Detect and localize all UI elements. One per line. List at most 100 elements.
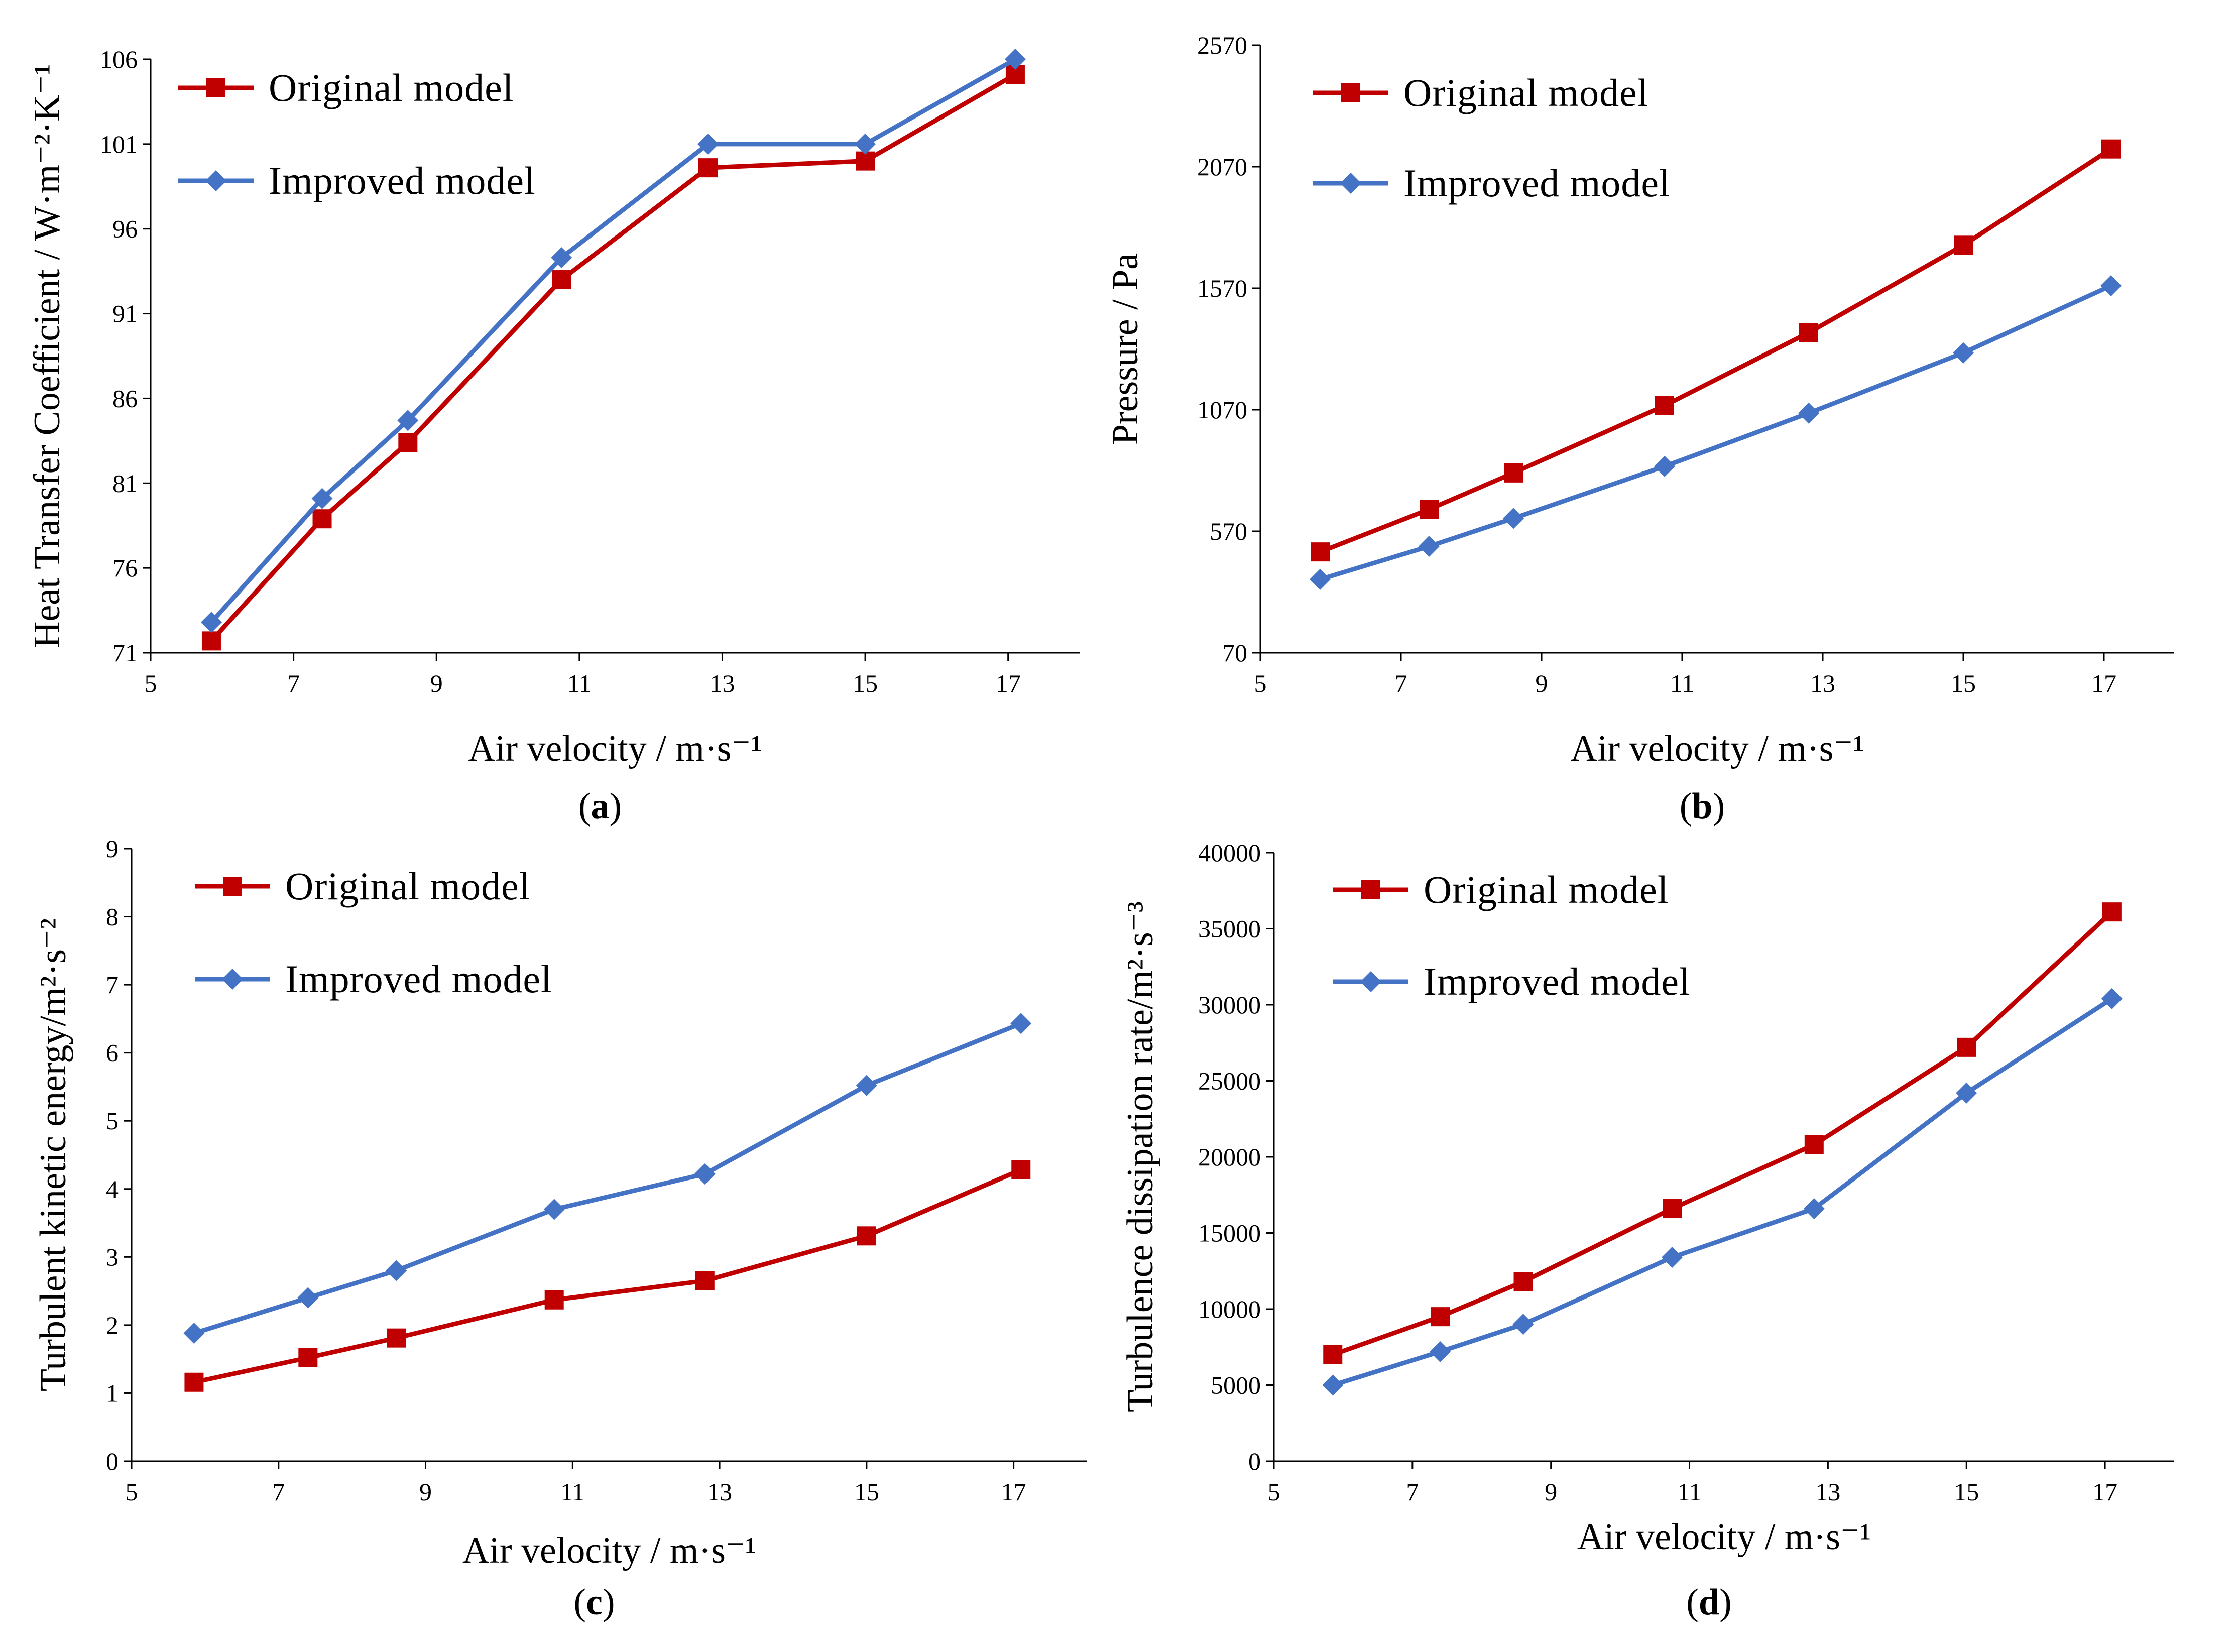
x-tick-label: 11	[1670, 669, 1694, 697]
panel-label-open: (	[1680, 786, 1692, 827]
data-point-improved	[311, 488, 333, 509]
panel-label: (c)	[573, 1582, 615, 1623]
y-tick-label: 25000	[1198, 1067, 1261, 1095]
y-tick-label: 35000	[1198, 915, 1261, 943]
y-tick-label: 1	[106, 1379, 119, 1407]
data-point-improved	[1310, 568, 1331, 590]
x-axis-title: Air velocity / m·s⁻¹	[1570, 728, 1864, 769]
legend-marker-original	[1361, 880, 1380, 899]
data-point-original	[1311, 542, 1330, 562]
data-point-original	[298, 1348, 318, 1367]
data-point-original	[1420, 500, 1439, 519]
x-tick-label: 11	[560, 1478, 584, 1506]
x-tick-label: 5	[1268, 1478, 1280, 1506]
data-point-original	[312, 509, 332, 529]
legend-label-improved: Improved model	[1424, 960, 1691, 1003]
legend-marker-improved	[1340, 173, 1361, 194]
panel-label-letter: d	[1699, 1582, 1719, 1623]
y-tick-label: 30000	[1198, 991, 1261, 1019]
legend-label-improved: Improved model	[1403, 161, 1671, 205]
x-tick-label: 9	[1545, 1478, 1557, 1506]
x-tick-label: 5	[126, 1478, 138, 1506]
data-point-original	[201, 631, 221, 651]
data-point-original	[1504, 463, 1523, 483]
y-tick-label: 96	[112, 215, 138, 243]
data-point-improved	[694, 1163, 716, 1185]
x-tick-label: 13	[710, 669, 735, 697]
x-tick-label: 15	[1954, 1478, 1979, 1506]
legend-marker-original	[1341, 83, 1360, 102]
panel-label-open: (	[1686, 1582, 1699, 1623]
data-point-improved	[1512, 1314, 1534, 1335]
y-tick-label: 15000	[1198, 1219, 1261, 1247]
data-point-original	[552, 270, 571, 290]
panel-label-letter: c	[586, 1582, 603, 1623]
y-tick-label: 101	[100, 130, 138, 158]
x-tick-label: 13	[707, 1478, 732, 1506]
y-axis-title: Turbulent kinetic energy/m²·s⁻²	[33, 918, 74, 1392]
data-point-original	[1804, 1135, 1824, 1154]
series-line-improved	[1319, 284, 2112, 582]
data-point-improved	[1956, 1082, 1977, 1104]
data-point-improved	[1662, 1246, 1683, 1268]
data-point-original	[398, 433, 418, 452]
data-point-improved	[1654, 455, 1675, 477]
y-tick-label: 2	[106, 1311, 119, 1339]
y-tick-label: 0	[1248, 1447, 1261, 1475]
legend-label-original: Original model	[285, 864, 530, 908]
data-point-original	[386, 1328, 406, 1348]
data-point-original	[1799, 323, 1818, 342]
data-point-original	[856, 151, 875, 171]
y-tick-label: 570	[1210, 517, 1247, 545]
y-tick-label: 106	[100, 45, 138, 73]
panel-label-open: (	[573, 1582, 586, 1623]
series-line-original	[193, 1167, 1022, 1385]
series-line-improved	[1332, 997, 2113, 1387]
panel-label-letter: b	[1692, 786, 1712, 827]
x-axis-title: Air velocity / m·s⁻¹	[468, 728, 762, 769]
legend-marker-improved	[205, 170, 226, 191]
legend-label-improved: Improved model	[269, 159, 536, 202]
x-tick-label: 17	[2092, 1478, 2117, 1506]
data-point-improved	[1503, 508, 1524, 529]
x-tick-label: 13	[1810, 669, 1835, 697]
y-tick-label: 86	[112, 384, 138, 412]
data-point-original	[544, 1290, 564, 1310]
legend: Original model Improved model	[195, 864, 552, 1001]
data-point-improved	[385, 1260, 407, 1281]
data-point-original	[1323, 1345, 1343, 1364]
legend-marker-original	[223, 877, 242, 896]
data-point-original	[698, 158, 718, 178]
panel-label: (a)	[578, 786, 622, 827]
panel-label: (b)	[1680, 786, 1725, 827]
x-tick-label: 15	[1951, 669, 1976, 697]
panel-label-close: )	[603, 1582, 615, 1623]
y-tick-label: 3	[106, 1243, 119, 1271]
x-tick-label: 7	[1406, 1478, 1419, 1506]
legend-marker-improved	[1360, 971, 1381, 992]
data-point-improved	[856, 1075, 877, 1096]
data-point-improved	[1798, 402, 1819, 424]
y-tick-label: 10000	[1198, 1295, 1261, 1323]
y-tick-label: 76	[112, 554, 138, 582]
panel-label-close: )	[1719, 1582, 1732, 1623]
legend-label-original: Original model	[1403, 71, 1648, 114]
series-line-improved	[193, 1021, 1022, 1336]
data-point-original	[2101, 139, 2121, 159]
data-point-original	[1431, 1307, 1450, 1327]
legend: Original model Improved model	[1313, 71, 1671, 205]
x-tick-label: 15	[854, 1478, 879, 1506]
y-tick-label: 1070	[1197, 396, 1247, 424]
x-tick-label: 17	[996, 669, 1021, 697]
y-tick-label: 1570	[1197, 274, 1247, 302]
y-tick-label: 5	[106, 1107, 119, 1135]
data-point-original	[2102, 902, 2122, 922]
data-point-improved	[297, 1287, 319, 1309]
y-tick-label: 9	[106, 835, 119, 863]
data-point-improved	[2100, 275, 2122, 297]
y-tick-label: 20000	[1198, 1143, 1261, 1171]
data-point-improved	[397, 410, 419, 431]
data-point-original	[1011, 1160, 1031, 1179]
data-point-improved	[200, 612, 222, 633]
y-tick-label: 6	[106, 1039, 119, 1067]
